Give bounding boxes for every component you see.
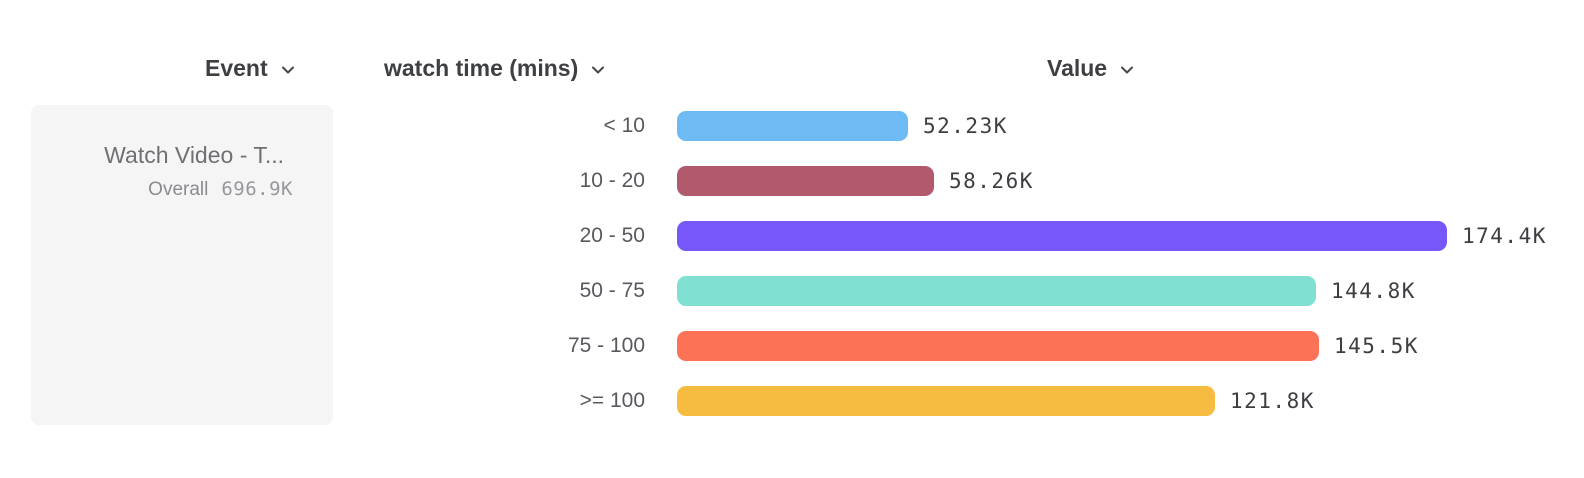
- column-header-value-label: Value: [1047, 54, 1108, 81]
- chart-row: 20 - 50 174.4K: [0, 208, 1584, 263]
- bar-value-label: 58.26K: [949, 168, 1034, 193]
- bar[interactable]: [677, 385, 1215, 416]
- chart-row: 10 - 20 58.26K: [0, 153, 1584, 208]
- chevron-down-icon: [280, 62, 296, 78]
- bar-category-label: 75 - 100: [567, 333, 645, 357]
- bar[interactable]: [677, 165, 934, 196]
- column-header-value[interactable]: Value: [1047, 52, 1135, 84]
- column-header-breakdown-label: watch time (mins): [384, 54, 579, 81]
- column-header-event[interactable]: Event: [205, 52, 296, 84]
- chart-row: >= 100 121.8K: [0, 373, 1584, 428]
- chart-row: < 10 52.23K: [0, 98, 1584, 153]
- bar-value-label: 145.5K: [1334, 333, 1419, 358]
- bar-chart: < 10 52.23K 10 - 20 58.26K 20 - 50 174.4…: [0, 98, 1584, 428]
- chart-row: 75 - 100 145.5K: [0, 318, 1584, 373]
- overall-value: 696.9K: [221, 177, 293, 200]
- bar-category-label: 20 - 50: [579, 223, 645, 247]
- bar-category-label: >= 100: [579, 388, 645, 412]
- bar[interactable]: [677, 275, 1316, 306]
- bar-category-label: 10 - 20: [579, 168, 645, 192]
- event-card[interactable]: Watch Video - T... Overall 696.9K: [31, 105, 333, 425]
- bar-category-label: < 10: [603, 113, 645, 137]
- bar[interactable]: [677, 110, 908, 141]
- overall-label: Overall: [148, 178, 209, 200]
- chevron-down-icon: [1119, 62, 1135, 78]
- chevron-down-icon: [590, 62, 606, 78]
- column-header-breakdown[interactable]: watch time (mins): [384, 52, 606, 84]
- event-overall-row: Overall 696.9K: [31, 178, 293, 201]
- bar[interactable]: [677, 330, 1319, 361]
- bar[interactable]: [677, 220, 1447, 251]
- event-name: Watch Video - T...: [104, 142, 284, 168]
- column-header-event-label: Event: [205, 54, 268, 81]
- bar-value-label: 121.8K: [1230, 388, 1315, 413]
- bar-value-label: 144.8K: [1331, 278, 1416, 303]
- bar-category-label: 50 - 75: [579, 278, 645, 302]
- chart-row: 50 - 75 144.8K: [0, 263, 1584, 318]
- bar-value-label: 174.4K: [1462, 223, 1547, 248]
- bar-value-label: 52.23K: [923, 113, 1008, 138]
